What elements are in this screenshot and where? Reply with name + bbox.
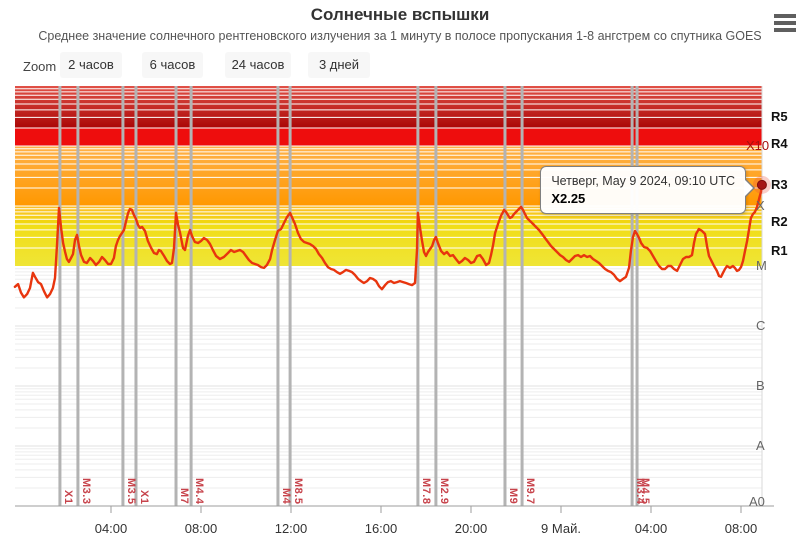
xray-flux-series-line (13, 183, 764, 299)
risk-band-R4 (15, 127, 762, 146)
zoom-range-button-6h[interactable]: 6 часов (142, 52, 203, 78)
tooltip-datetime: Четверг, May 9 2024, 09:10 UTC (551, 174, 735, 188)
tooltip-value: X2.25 (551, 191, 586, 206)
hamburger-menu-icon[interactable] (772, 11, 800, 37)
zoom-label: Zoom (23, 59, 57, 74)
zoom-range-button-3d[interactable]: 3 дней (308, 52, 370, 78)
last-data-point-marker[interactable] (756, 179, 767, 190)
zoom-range-button-2h[interactable]: 2 часов (60, 52, 122, 78)
chart-subtitle: Среднее значение солнечного рентгеновско… (38, 29, 762, 43)
zoom-range-button-24h[interactable]: 24 часов (225, 52, 291, 78)
tooltip: Четверг, May 9 2024, 09:10 UTC X2.25 (540, 166, 755, 214)
page-title: Солнечные вспышки (310, 5, 490, 24)
